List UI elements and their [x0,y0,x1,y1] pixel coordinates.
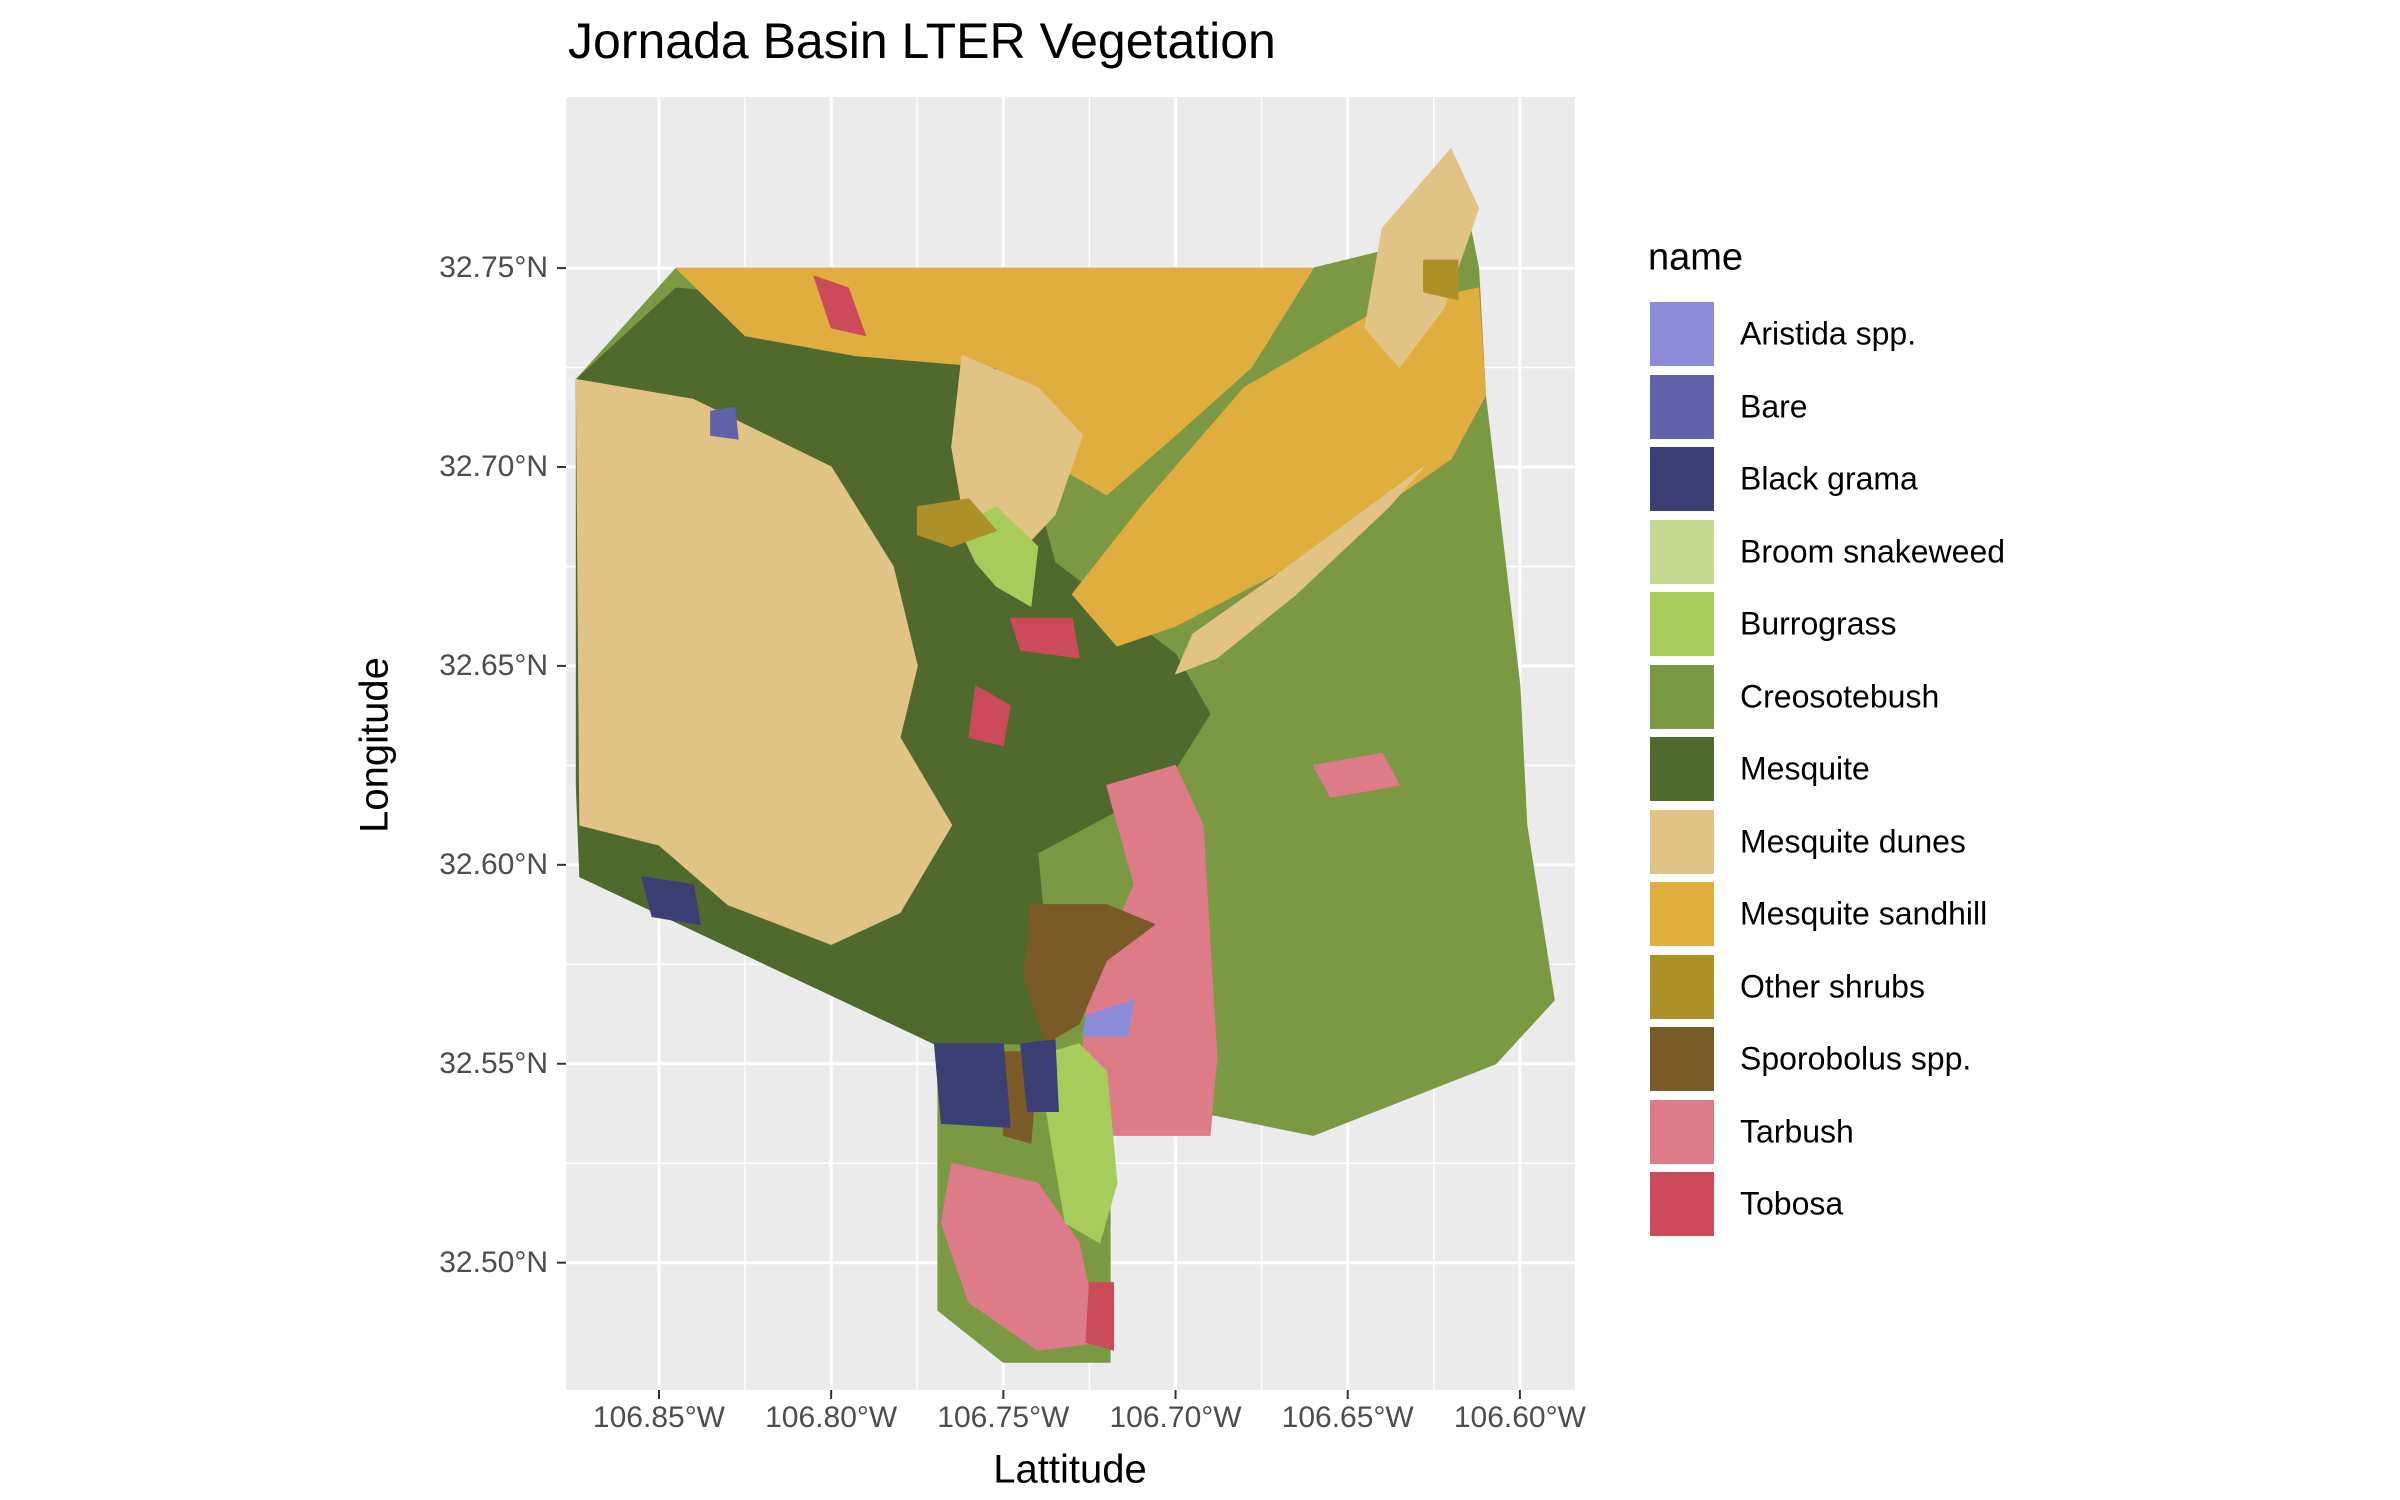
region-aristida-spp [1082,999,1135,1037]
region-mesquite-dunes [1175,466,1424,675]
region-black-grama [1020,1039,1059,1112]
legend-swatch [1648,372,1716,441]
region-mesquite-dunes [951,355,1084,563]
x-tick-label: 106.70°W [1109,1401,1242,1434]
legend-swatch [1648,1097,1716,1166]
y-axis-label: Longitude [352,657,397,833]
legend-label: Mesquite dunes [1740,823,1966,859]
legend-item: Black grama [1648,445,2168,517]
legend-item: Sporobolus spp. [1648,1025,2168,1097]
y-tick-label: 32.60°N [439,847,548,881]
legend-item: Creosotebush [1648,662,2168,735]
legend-item: Other shrubs [1648,952,2168,1025]
legend-swatch [1648,590,1716,658]
region-tarbush [940,1162,1101,1351]
y-tick-label: 32.65°N [439,648,548,682]
y-tick-label: 32.70°N [439,449,548,483]
legend-swatch [1648,807,1716,876]
legend-item: Mesquite [1648,735,2168,807]
region-mesquite-dunes [575,379,953,945]
legend-swatch [1648,662,1716,731]
legend-label: Mesquite sandhill [1740,895,1988,932]
y-tick-label: 32.50°N [439,1245,548,1279]
region-mesquite-dunes [1364,148,1480,368]
legend-item: Broom snakeweed [1648,517,2168,590]
region-mesquite-sandhill [1071,287,1486,647]
legend-label: Sporobolus spp. [1740,1040,1972,1077]
y-tick-label: 32.55°N [439,1046,548,1080]
legend-item: Mesquite dunes [1648,807,2168,880]
legend-swatch [1648,517,1716,586]
region-tarbush [1312,752,1400,798]
legend-label: Mesquite [1740,750,1870,787]
region-black-grama [934,1043,1011,1128]
legend-swatch [1648,952,1716,1021]
x-tick-label: 106.60°W [1453,1401,1586,1434]
region-bare [710,406,739,440]
region-tobosa [813,275,867,337]
x-axis-label: Lattitude [993,1447,1147,1492]
legend-label: Creosotebush [1740,678,1940,714]
legend-item: Aristida spp. [1648,300,2168,372]
y-tick-label: 32.75°N [439,251,548,285]
legend-label: Black grama [1740,460,1918,497]
legend-swatch [1648,880,1716,948]
legend-label: Aristida spp. [1740,315,1917,352]
legend-swatch [1648,1025,1716,1093]
chart-title: Jornada Basin LTER Vegetation [568,13,1276,69]
legend-label: Burrograss [1740,605,1897,642]
legend-item: Bare [1648,372,2168,445]
region-other-shrubs [916,498,997,548]
legend-label: Bare [1740,388,1808,424]
legend-label: Broom snakeweed [1740,533,2006,569]
x-tick-label: 106.65°W [1281,1401,1414,1434]
legend-item: Tobosa [1648,1170,2168,1242]
legend-item: Burrograss [1648,590,2168,662]
legend-item: Mesquite sandhill [1648,880,2168,952]
region-other-shrubs [1423,259,1459,301]
legend-swatch [1648,735,1716,803]
region-tobosa [1085,1282,1114,1351]
legend-swatch [1648,300,1716,368]
legend-label: Tobosa [1740,1185,1844,1222]
legend-swatch [1648,1170,1716,1238]
legend-title: name [1648,236,1744,279]
legend-label: Tarbush [1740,1113,1854,1149]
legend-item: Tarbush [1648,1097,2168,1170]
region-black-grama [641,876,701,925]
x-tick-label: 106.75°W [937,1401,1070,1434]
legend-swatch [1648,445,1716,513]
legend-label: Other shrubs [1740,968,1925,1004]
region-tobosa [968,685,1011,746]
region-sporobolus-spp [1023,904,1156,1045]
x-tick-label: 106.85°W [592,1401,726,1434]
region-tobosa [1009,617,1080,659]
x-tick-label: 106.80°W [765,1401,898,1434]
